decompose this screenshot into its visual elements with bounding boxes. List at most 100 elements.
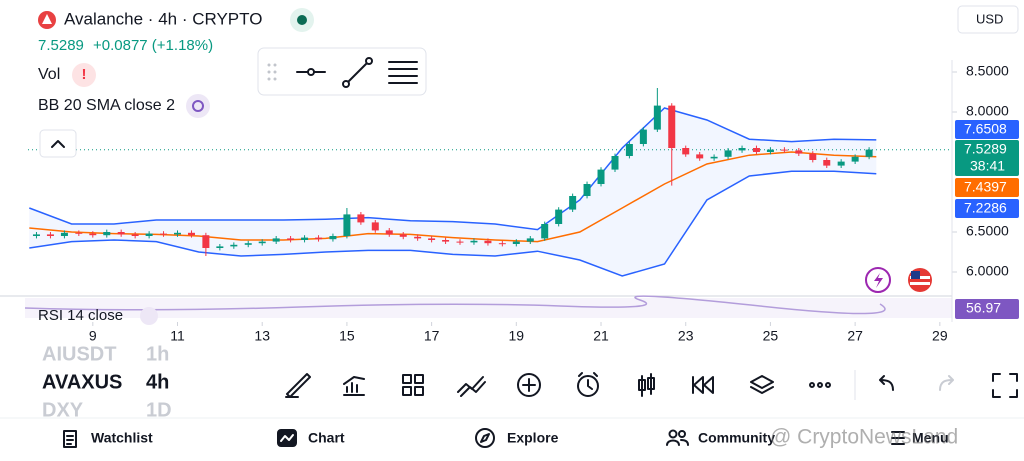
candle-body — [569, 196, 577, 210]
bb-refresh[interactable] — [186, 94, 210, 118]
candle-body — [174, 232, 182, 235]
menu-icon[interactable] — [891, 431, 905, 445]
y-tick-label: 8.0000 — [966, 103, 1009, 119]
community-icon[interactable] — [668, 429, 678, 439]
candle-body — [865, 149, 873, 157]
drawing-toolbar — [257, 47, 427, 96]
currency[interactable]: USD — [976, 11, 1003, 26]
candle-body — [428, 238, 436, 240]
price-label: 7.4397 — [964, 179, 1007, 195]
candle-body — [766, 149, 774, 152]
interval-next[interactable]: 1D — [146, 399, 172, 421]
candle-body — [752, 148, 760, 152]
explore-icon[interactable] — [475, 428, 495, 448]
candle-body — [75, 232, 83, 234]
candle-body — [809, 153, 817, 160]
last-price: 7.5289 — [38, 37, 84, 54]
candle-body — [498, 243, 506, 245]
x-tick-label: 19 — [509, 328, 525, 344]
candle-body — [343, 214, 351, 236]
candle-body — [795, 150, 803, 154]
fib-tool[interactable] — [388, 61, 418, 84]
y-tick-label: 6.5000 — [966, 223, 1009, 239]
candle-body — [837, 161, 845, 166]
symbol-title: Avalanche · 4h · CRYPTO — [64, 9, 262, 28]
y-tick-label: 6.0000 — [966, 263, 1009, 279]
candle-body — [89, 233, 97, 236]
nav-community[interactable]: Community — [698, 430, 775, 446]
bb-lower — [29, 170, 877, 277]
interval-prev[interactable]: 1h — [146, 343, 169, 365]
candle-body — [625, 144, 633, 156]
rsi-settings[interactable] — [140, 307, 158, 325]
candle-body — [484, 240, 492, 244]
nav-explore[interactable]: Explore — [507, 430, 559, 446]
collapse-glyph — [51, 140, 65, 148]
horizontal-ray-tool[interactable] — [296, 68, 326, 76]
flag-canton — [911, 271, 920, 279]
add-glyph — [522, 378, 536, 392]
coin-logo-glyph — [42, 14, 52, 24]
draw-tool[interactable] — [285, 373, 311, 398]
x-tick-label: 27 — [847, 328, 863, 344]
nav-chart[interactable]: Chart — [308, 430, 345, 446]
alerts[interactable] — [577, 375, 599, 397]
watchlist-icon[interactable] — [63, 430, 77, 448]
trend-line-tool[interactable] — [342, 57, 373, 88]
collapse-button[interactable] — [39, 129, 77, 158]
candle-body — [187, 232, 195, 236]
currency-button[interactable] — [957, 5, 1019, 34]
candle-body — [526, 238, 534, 242]
price-countdown: 38:41 — [970, 158, 1005, 174]
candle-body — [131, 234, 139, 236]
price-change: +0.0877 (+1.18%) — [93, 37, 213, 54]
objects[interactable] — [750, 375, 774, 394]
undo[interactable] — [879, 375, 894, 391]
x-tick-label: 17 — [424, 328, 440, 344]
candle-body — [555, 209, 563, 224]
interval-current[interactable]: 4h — [146, 371, 169, 393]
candle-body — [371, 222, 379, 231]
symbol-next[interactable]: DXY — [42, 399, 84, 421]
candle-body — [583, 184, 591, 196]
candle-body — [145, 233, 153, 236]
redo[interactable] — [939, 375, 954, 391]
candle-body — [301, 237, 309, 240]
candle-body — [315, 237, 323, 240]
indicator-vol[interactable]: Vol — [38, 66, 60, 83]
candle-body — [216, 246, 224, 248]
market-status-dot — [297, 15, 307, 25]
symbol-current[interactable]: AVAXUS — [42, 371, 122, 393]
chart-pane: 6.0000 6.5000 8.0000 8.5000 — [28, 63, 1009, 279]
candle-body — [60, 232, 68, 236]
candle-body — [653, 105, 661, 130]
add-symbol[interactable] — [517, 373, 541, 397]
candle-body — [258, 241, 266, 244]
rsi-value-box — [955, 299, 1019, 319]
band-fill — [29, 108, 877, 276]
candle-body — [244, 243, 252, 245]
compare[interactable] — [457, 376, 486, 397]
candle-body — [32, 234, 40, 236]
candle-body — [202, 235, 210, 248]
nav-watchlist[interactable]: Watchlist — [91, 430, 153, 446]
symbol-prev[interactable]: AIUSDT — [42, 343, 116, 365]
replay[interactable] — [692, 376, 714, 394]
layouts[interactable] — [402, 374, 424, 396]
community-glyph — [666, 439, 689, 446]
fullscreen[interactable] — [992, 373, 1018, 398]
drag-handle[interactable] — [267, 63, 277, 81]
vol-warning[interactable] — [72, 63, 96, 87]
x-tick-label: 11 — [170, 328, 185, 344]
candle-body — [117, 232, 125, 235]
price-label-box — [955, 120, 1019, 139]
rsi-title: RSI 14 close — [38, 307, 123, 324]
candle-body — [668, 105, 676, 148]
chart-type[interactable] — [638, 373, 655, 397]
candle-body — [710, 156, 718, 159]
candle-body — [103, 232, 111, 236]
nav-menu[interactable]: Menu — [912, 430, 949, 446]
indicators[interactable] — [343, 376, 365, 396]
candle-body — [780, 149, 788, 151]
indicator-bb[interactable]: BB 20 SMA close 2 — [38, 97, 175, 114]
